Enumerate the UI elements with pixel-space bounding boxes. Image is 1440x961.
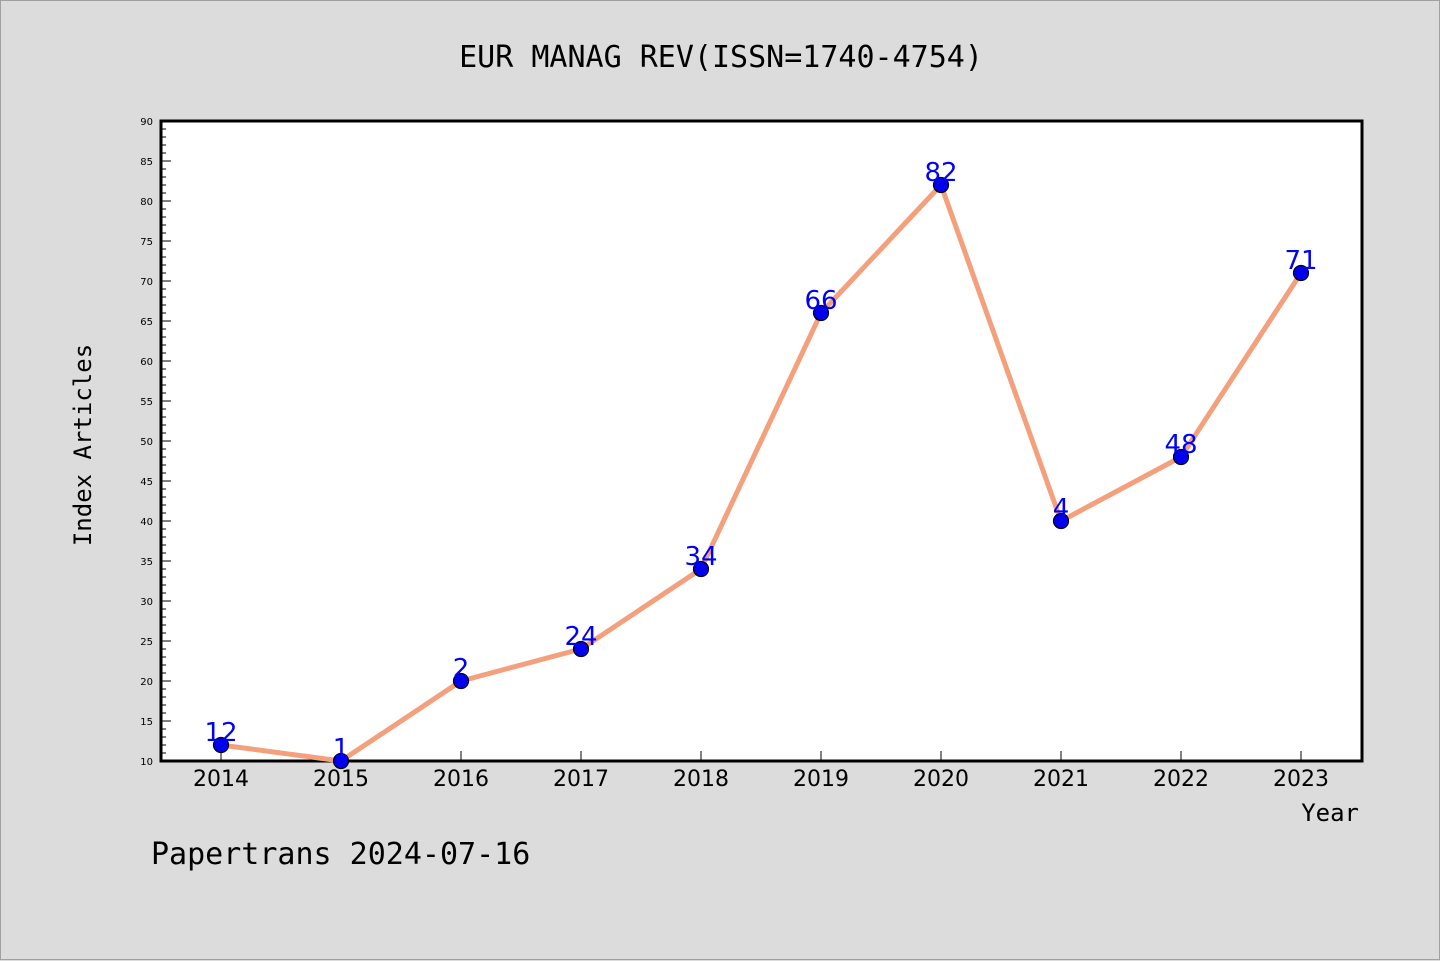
data-point	[1052, 512, 1070, 530]
y-tick-label: 20	[140, 677, 153, 688]
data-label: 4	[1053, 494, 1070, 524]
y-tick-label: 75	[140, 237, 153, 248]
data-point	[812, 304, 830, 322]
x-tick-label: 2014	[193, 767, 249, 792]
y-tick-label: 60	[140, 357, 153, 368]
data-label: 34	[684, 542, 717, 572]
y-tick-label: 25	[140, 637, 153, 648]
x-tick-label: 2022	[1153, 767, 1209, 792]
data-label: 66	[804, 286, 837, 316]
y-tick-label: 40	[140, 517, 153, 528]
y-tick-label: 10	[140, 757, 153, 768]
x-axis: 2014 2015 2016 2017 2018 2019 2020 2021 2022 2023	[193, 751, 1329, 792]
y-tick-label: 15	[140, 717, 153, 728]
x-tick-label: 2019	[793, 767, 849, 792]
footer-credit: Papertrans 2024-07-16	[151, 837, 530, 872]
data-point	[212, 736, 230, 754]
y-tick-label: 35	[140, 557, 153, 568]
data-point	[452, 672, 470, 690]
data-point	[1292, 264, 1310, 282]
y-axis-label: Index Articles	[69, 344, 97, 546]
x-tick-label: 2018	[673, 767, 729, 792]
series-line	[218, 182, 1304, 764]
data-label: 71	[1284, 246, 1317, 276]
data-label: 82	[924, 158, 957, 188]
chart-title: EUR MANAG REV(ISSN=1740-4754)	[459, 40, 983, 75]
data-series	[212, 176, 1310, 770]
data-label: 12	[204, 718, 237, 748]
data-point	[332, 752, 350, 770]
data-label: 1	[333, 734, 350, 764]
data-point	[572, 640, 590, 658]
x-tick-label: 2023	[1273, 767, 1329, 792]
y-tick-label: 65	[140, 317, 153, 328]
y-axis: 10 15 20 25 30 35 40 45 50 55 60 65 70 75 80 85 90	[140, 117, 171, 768]
y-tick-label: 55	[140, 397, 153, 408]
data-label: 2	[453, 654, 470, 684]
x-tick-label: 2020	[913, 767, 969, 792]
data-point	[692, 560, 710, 578]
y-tick-label: 70	[140, 277, 153, 288]
x-tick-label: 2016	[433, 767, 489, 792]
x-tick-label: 2021	[1033, 767, 1089, 792]
y-tick-label: 85	[140, 157, 153, 168]
y-tick-label: 45	[140, 477, 153, 488]
data-label: 24	[564, 622, 597, 652]
y-tick-label: 50	[140, 437, 153, 448]
x-tick-label: 2017	[553, 767, 609, 792]
y-tick-label: 80	[140, 197, 153, 208]
data-label: 48	[1164, 430, 1197, 460]
y-tick-label: 90	[140, 117, 153, 128]
x-axis-label: Year	[1301, 799, 1359, 827]
y-tick-label: 30	[140, 597, 153, 608]
data-point	[932, 176, 950, 194]
data-point	[1172, 448, 1190, 466]
x-tick-label: 2015	[313, 767, 369, 792]
